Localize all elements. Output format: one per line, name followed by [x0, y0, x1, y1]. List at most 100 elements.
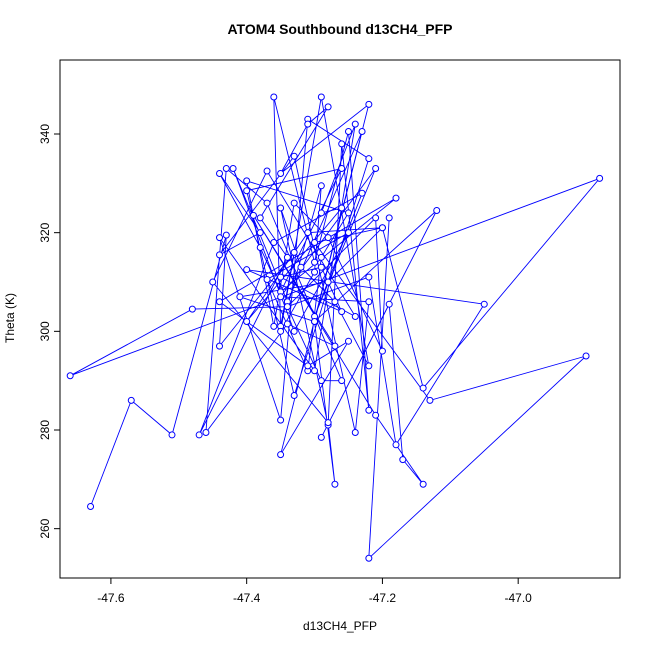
data-point [243, 177, 251, 185]
data-point [87, 502, 95, 510]
data-point [283, 303, 291, 311]
data-point [317, 263, 325, 271]
data-point [344, 128, 352, 136]
data-point [324, 234, 332, 242]
data-point [365, 273, 373, 281]
data-point [270, 93, 278, 101]
data-point [311, 239, 319, 247]
data-point [331, 342, 339, 350]
data-point [365, 100, 373, 108]
data-point [304, 229, 312, 237]
data-point [324, 278, 332, 286]
data-point [222, 165, 230, 173]
data-point [385, 300, 393, 308]
data-point [127, 396, 135, 404]
data-point [66, 372, 74, 380]
data-point [378, 224, 386, 232]
data-point [365, 362, 373, 370]
data-point [277, 416, 285, 424]
series-layer [66, 93, 604, 562]
data-point [372, 165, 380, 173]
data-point [372, 411, 380, 419]
data-point [277, 327, 285, 335]
data-point [351, 120, 359, 128]
data-point [249, 211, 257, 219]
x-tick-label: -47.6 [97, 591, 125, 605]
x-axis: -47.6 -47.4 -47.2 -47.0 [97, 577, 533, 605]
data-point [317, 209, 325, 217]
data-point [216, 169, 224, 177]
data-point [365, 298, 373, 306]
y-axis-label: Theta (K) [3, 293, 17, 343]
data-point [358, 128, 366, 136]
data-point [290, 199, 298, 207]
data-point [304, 362, 312, 370]
data-point [426, 396, 434, 404]
data-point [168, 431, 176, 439]
data-point [290, 248, 298, 256]
data-point [202, 428, 210, 436]
data-point [311, 367, 319, 375]
data-point [256, 243, 264, 251]
y-axis: 260 280 300 320 340 [38, 124, 61, 539]
y-tick-label: 260 [38, 518, 52, 538]
data-point [365, 554, 373, 562]
x-tick-label: -47.4 [233, 591, 261, 605]
data-point [331, 298, 339, 306]
data-point [216, 298, 224, 306]
data-point [419, 480, 427, 488]
data-point [358, 189, 366, 197]
data-point [331, 480, 339, 488]
data-point [263, 199, 271, 207]
data-point [365, 155, 373, 163]
data-point [263, 276, 271, 284]
data-point [338, 165, 346, 173]
data-point [596, 174, 604, 182]
data-point [216, 251, 224, 259]
data-point [480, 300, 488, 308]
data-point [270, 322, 278, 330]
data-point [277, 451, 285, 459]
data-point [317, 433, 325, 441]
data-point [338, 377, 346, 385]
data-point [433, 206, 441, 214]
data-point [317, 182, 325, 190]
data-point [365, 406, 373, 414]
data-point [311, 268, 319, 276]
y-tick-label: 320 [38, 222, 52, 242]
data-point [392, 194, 400, 202]
x-tick-label: -47.2 [369, 591, 397, 605]
data-point [229, 165, 237, 173]
data-point [378, 347, 386, 355]
data-point [243, 187, 251, 195]
data-point [195, 431, 203, 439]
data-point [283, 320, 291, 328]
data-point [392, 441, 400, 449]
data-point [351, 428, 359, 436]
data-point [317, 93, 325, 101]
data-point [290, 327, 298, 335]
data-point [222, 231, 230, 239]
y-tick-label: 280 [38, 420, 52, 440]
data-point [283, 253, 291, 261]
data-point [419, 384, 427, 392]
x-tick-label: -47.0 [505, 591, 533, 605]
data-point [338, 140, 346, 148]
data-point [582, 352, 590, 360]
data-point [311, 317, 319, 325]
data-point [290, 391, 298, 399]
data-point [236, 293, 244, 301]
x-axis-label: d13CH4_PFP [303, 619, 377, 633]
data-point [277, 169, 285, 177]
data-point [324, 103, 332, 111]
data-point [311, 258, 319, 266]
chart-title: ATOM4 Southbound d13CH4_PFP [227, 21, 452, 37]
data-point [277, 204, 285, 212]
data-point [372, 214, 380, 222]
data-point [344, 337, 352, 345]
data-point [297, 263, 305, 271]
y-tick-label: 340 [38, 124, 52, 144]
data-point [243, 266, 251, 274]
data-point [399, 456, 407, 464]
